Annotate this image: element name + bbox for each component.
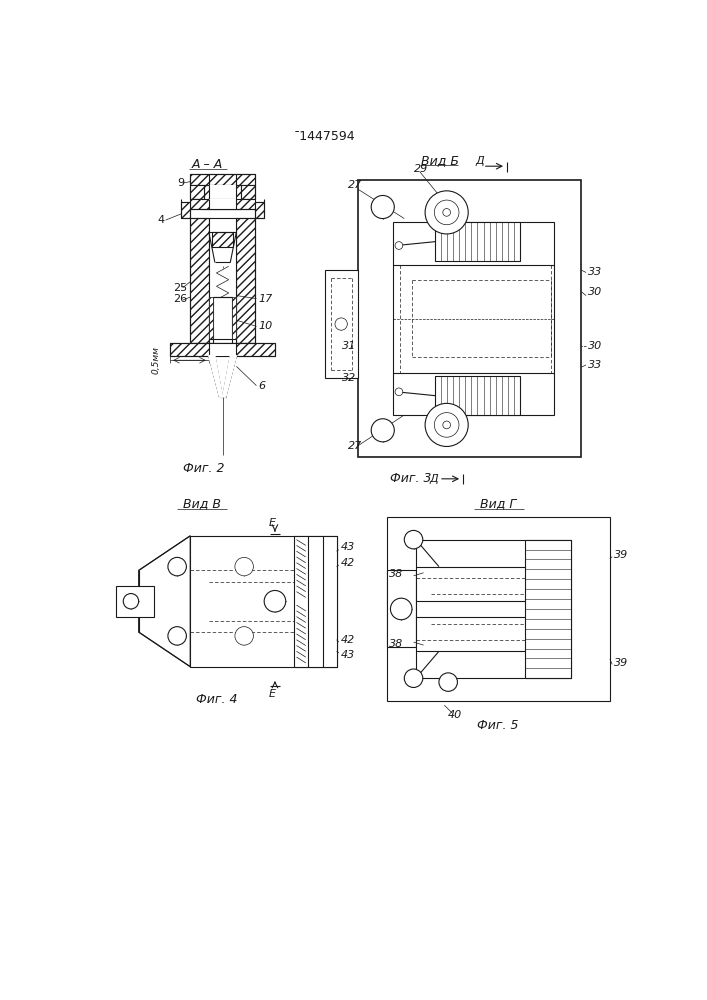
Text: 4: 4 <box>158 215 165 225</box>
Bar <box>387 570 416 647</box>
Text: ¯1447594: ¯1447594 <box>294 130 356 143</box>
Circle shape <box>404 530 423 549</box>
Text: 9: 9 <box>177 178 185 188</box>
Bar <box>393 222 554 415</box>
Bar <box>241 185 255 199</box>
Text: 43: 43 <box>340 650 355 660</box>
Bar <box>190 174 255 185</box>
Circle shape <box>443 209 450 216</box>
Circle shape <box>371 419 395 442</box>
Circle shape <box>335 318 347 330</box>
Text: 27: 27 <box>348 441 363 451</box>
Bar <box>209 297 214 339</box>
Bar <box>209 343 236 356</box>
Bar <box>209 218 236 343</box>
Circle shape <box>123 594 139 609</box>
Bar <box>236 218 255 343</box>
Bar <box>181 202 190 218</box>
Bar <box>170 343 275 356</box>
Bar <box>435 222 520 261</box>
Bar <box>294 536 337 667</box>
Circle shape <box>168 557 187 576</box>
Circle shape <box>443 421 450 429</box>
Bar <box>115 586 154 617</box>
Circle shape <box>168 627 187 645</box>
Circle shape <box>404 669 423 687</box>
Text: 43: 43 <box>340 542 355 552</box>
Text: 39: 39 <box>614 658 628 668</box>
Polygon shape <box>209 356 223 397</box>
Text: Е: Е <box>269 689 275 699</box>
Circle shape <box>371 195 395 219</box>
Bar <box>416 540 571 678</box>
Text: 33: 33 <box>588 267 602 277</box>
Text: 25: 25 <box>173 283 187 293</box>
Text: Фиг. 4: Фиг. 4 <box>197 693 238 706</box>
Bar <box>325 270 358 378</box>
Text: 38: 38 <box>389 569 403 579</box>
Text: 10: 10 <box>258 321 272 331</box>
Text: 17: 17 <box>258 294 272 304</box>
Polygon shape <box>209 356 223 397</box>
Bar <box>204 185 241 209</box>
Polygon shape <box>223 356 236 397</box>
Text: 30: 30 <box>588 287 602 297</box>
Polygon shape <box>139 536 190 667</box>
Circle shape <box>434 200 459 225</box>
Text: 26: 26 <box>173 294 187 304</box>
Text: Вид Б: Вид Б <box>421 154 460 167</box>
Bar <box>232 297 236 339</box>
Text: 39: 39 <box>614 550 628 560</box>
Text: Вид В: Вид В <box>183 497 221 510</box>
Bar <box>387 517 610 701</box>
Text: 29: 29 <box>414 164 428 174</box>
Text: 42: 42 <box>340 635 355 645</box>
Text: Фиг. 5: Фиг. 5 <box>477 719 519 732</box>
Circle shape <box>425 191 468 234</box>
Text: Вид Г: Вид Г <box>480 497 516 510</box>
Bar <box>209 199 236 209</box>
Text: 38: 38 <box>389 639 403 649</box>
Bar <box>209 185 236 209</box>
Text: 6: 6 <box>258 381 265 391</box>
Text: 27: 27 <box>348 180 363 190</box>
Bar <box>190 185 204 199</box>
Text: Д: Д <box>475 156 484 166</box>
Circle shape <box>425 403 468 446</box>
Bar <box>255 202 264 218</box>
Polygon shape <box>223 356 236 397</box>
Circle shape <box>235 627 253 645</box>
Text: 0,5мм: 0,5мм <box>152 346 161 374</box>
Circle shape <box>264 590 286 612</box>
Text: Д: Д <box>429 474 438 484</box>
Bar <box>212 232 233 247</box>
Text: 40: 40 <box>448 710 462 720</box>
Text: 30: 30 <box>588 341 602 351</box>
Bar <box>190 199 255 209</box>
Circle shape <box>390 598 412 620</box>
Circle shape <box>395 388 403 396</box>
Circle shape <box>434 413 459 437</box>
Bar <box>358 180 581 457</box>
Text: Фиг. 3: Фиг. 3 <box>390 472 432 485</box>
Bar <box>190 536 337 667</box>
Bar <box>435 376 520 415</box>
Text: Е: Е <box>269 518 275 528</box>
Circle shape <box>235 557 253 576</box>
Text: 42: 42 <box>340 558 355 568</box>
Text: 32: 32 <box>342 373 356 383</box>
Bar <box>190 218 209 343</box>
Circle shape <box>439 673 457 691</box>
Text: Фиг. 2: Фиг. 2 <box>183 462 225 475</box>
Bar <box>525 540 571 678</box>
Bar <box>214 297 232 339</box>
Text: А – А: А – А <box>192 158 223 171</box>
Circle shape <box>395 242 403 249</box>
Text: 33: 33 <box>588 360 602 370</box>
Text: 31: 31 <box>342 341 356 351</box>
